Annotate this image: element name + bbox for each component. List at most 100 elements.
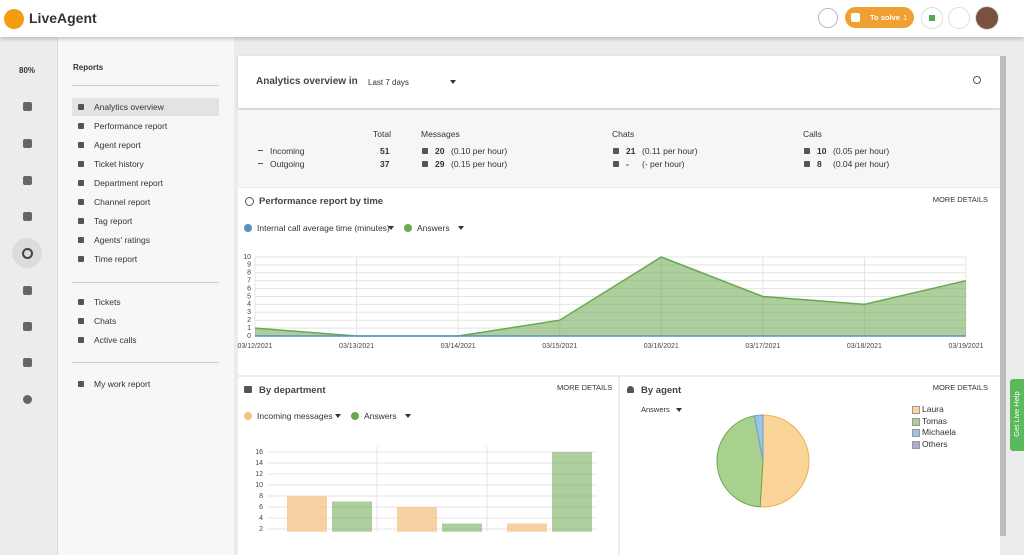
legend-label: Internal call average time (minutes) xyxy=(257,223,390,233)
menu-item[interactable]: Ticket history xyxy=(94,159,144,169)
to-solve-label: To solve xyxy=(870,13,900,22)
more-details[interactable]: MORE DETAILS xyxy=(557,383,613,392)
legend-swatch xyxy=(912,441,920,450)
dropdown-arrow[interactable] xyxy=(388,226,394,230)
menu-item[interactable]: Tickets xyxy=(94,297,121,307)
messages-count: 29 xyxy=(435,159,445,169)
direction-icon xyxy=(258,150,263,151)
department-title: By department xyxy=(259,385,326,396)
menu-item[interactable]: Channel report xyxy=(94,197,151,207)
bar xyxy=(397,507,437,532)
reports-active[interactable] xyxy=(12,238,42,268)
refresh-button[interactable] xyxy=(973,76,981,84)
pie-slice xyxy=(759,414,810,508)
to-solve-button[interactable]: To solve 1 xyxy=(845,7,914,28)
messages-icon xyxy=(422,148,428,154)
overview-title: Analytics overview in xyxy=(256,76,358,87)
bar xyxy=(442,523,482,532)
performance-card xyxy=(238,188,1000,375)
x-tick-label: 03/15/2021 xyxy=(542,343,577,350)
calls-icon xyxy=(804,161,810,167)
menu-item[interactable]: Tag report xyxy=(94,216,133,226)
legend-label: Incoming messages xyxy=(257,411,333,421)
menu-item[interactable]: Agent report xyxy=(94,140,141,150)
bar xyxy=(552,452,592,532)
divider xyxy=(72,85,219,86)
chats-rate: (- per hour) xyxy=(642,159,685,169)
plugins-icon[interactable] xyxy=(23,395,32,404)
y-tick-label: 8 xyxy=(247,270,251,277)
avatar[interactable] xyxy=(975,6,999,30)
calls-count: 8 xyxy=(817,159,822,169)
period-select[interactable]: Last 7 days xyxy=(368,78,409,87)
menu-icon xyxy=(78,218,84,224)
column-header: Chats xyxy=(612,129,635,139)
contacts-icon[interactable] xyxy=(23,286,32,295)
top-bar: LiveAgent To solve 1 xyxy=(0,0,1024,37)
y-tick-label: 16 xyxy=(255,449,263,456)
chats-count: - xyxy=(626,159,629,169)
more-details[interactable]: MORE DETAILS xyxy=(932,195,988,204)
chat-status[interactable] xyxy=(921,7,943,29)
x-tick-label: 03/13/2021 xyxy=(339,343,374,350)
calls-icon[interactable] xyxy=(23,212,32,221)
y-tick-label: 6 xyxy=(247,285,251,292)
bar xyxy=(507,523,547,532)
more-details[interactable]: MORE DETAILS xyxy=(932,383,988,392)
scrollbar[interactable] xyxy=(1000,56,1006,536)
reports-icon xyxy=(22,248,33,259)
chats-icon[interactable] xyxy=(23,176,32,185)
dropdown-arrow[interactable] xyxy=(335,414,341,418)
x-tick-label: 03/18/2021 xyxy=(847,343,882,350)
legend-label: Michaela xyxy=(922,427,957,438)
divider xyxy=(72,362,219,363)
menu-icon xyxy=(78,161,84,167)
tickets-icon[interactable] xyxy=(23,139,32,148)
to-solve-count: 1 xyxy=(903,13,908,22)
dropdown-arrow[interactable] xyxy=(450,80,456,84)
menu-item[interactable]: Performance report xyxy=(94,121,168,131)
menu-item[interactable]: Department report xyxy=(94,178,163,188)
y-tick-label: 2 xyxy=(247,317,251,324)
dropdown-arrow[interactable] xyxy=(405,414,411,418)
reports-panel xyxy=(57,37,234,555)
messages-count: 20 xyxy=(435,146,445,156)
menu-item[interactable]: My work report xyxy=(94,379,151,389)
y-tick-label: 2 xyxy=(259,526,263,533)
legend-swatch xyxy=(351,412,359,420)
column-header: Total xyxy=(373,129,391,139)
chats-icon xyxy=(613,161,619,167)
chats-icon xyxy=(613,148,619,154)
menu-icon xyxy=(78,256,84,262)
area xyxy=(255,257,966,336)
call-status[interactable] xyxy=(948,7,970,29)
messages-rate: (0.15 per hour) xyxy=(451,159,508,169)
settings-icon[interactable] xyxy=(23,358,32,367)
y-tick-label: 0 xyxy=(247,333,251,340)
messages-rate: (0.10 per hour) xyxy=(451,146,508,156)
legend-swatch xyxy=(912,417,920,426)
dashboard-icon[interactable] xyxy=(23,102,32,111)
messages-icon xyxy=(422,161,428,167)
metric-select[interactable]: Answers xyxy=(641,405,670,414)
dropdown-arrow[interactable] xyxy=(676,408,682,412)
menu-icon xyxy=(78,199,84,205)
x-tick-label: 03/14/2021 xyxy=(441,343,476,350)
dropdown-arrow[interactable] xyxy=(458,226,464,230)
knowledge-icon[interactable] xyxy=(23,322,32,331)
legend-swatch xyxy=(912,406,920,414)
pie-slice xyxy=(753,414,764,462)
legend-swatch xyxy=(912,429,920,438)
legend-label: Tomas xyxy=(922,415,948,426)
menu-item[interactable]: Active calls xyxy=(94,335,137,345)
add-button[interactable] xyxy=(818,8,838,28)
menu-item[interactable]: Time report xyxy=(94,254,138,264)
logo-icon xyxy=(4,9,24,29)
help-tab[interactable]: Get Live Help xyxy=(1010,379,1024,451)
legend-swatch xyxy=(244,224,252,232)
performance-icon xyxy=(245,197,254,206)
menu-item[interactable]: Analytics overview xyxy=(94,102,164,112)
menu-item[interactable]: Agents' ratings xyxy=(94,235,150,245)
menu-item[interactable]: Chats xyxy=(94,316,117,326)
